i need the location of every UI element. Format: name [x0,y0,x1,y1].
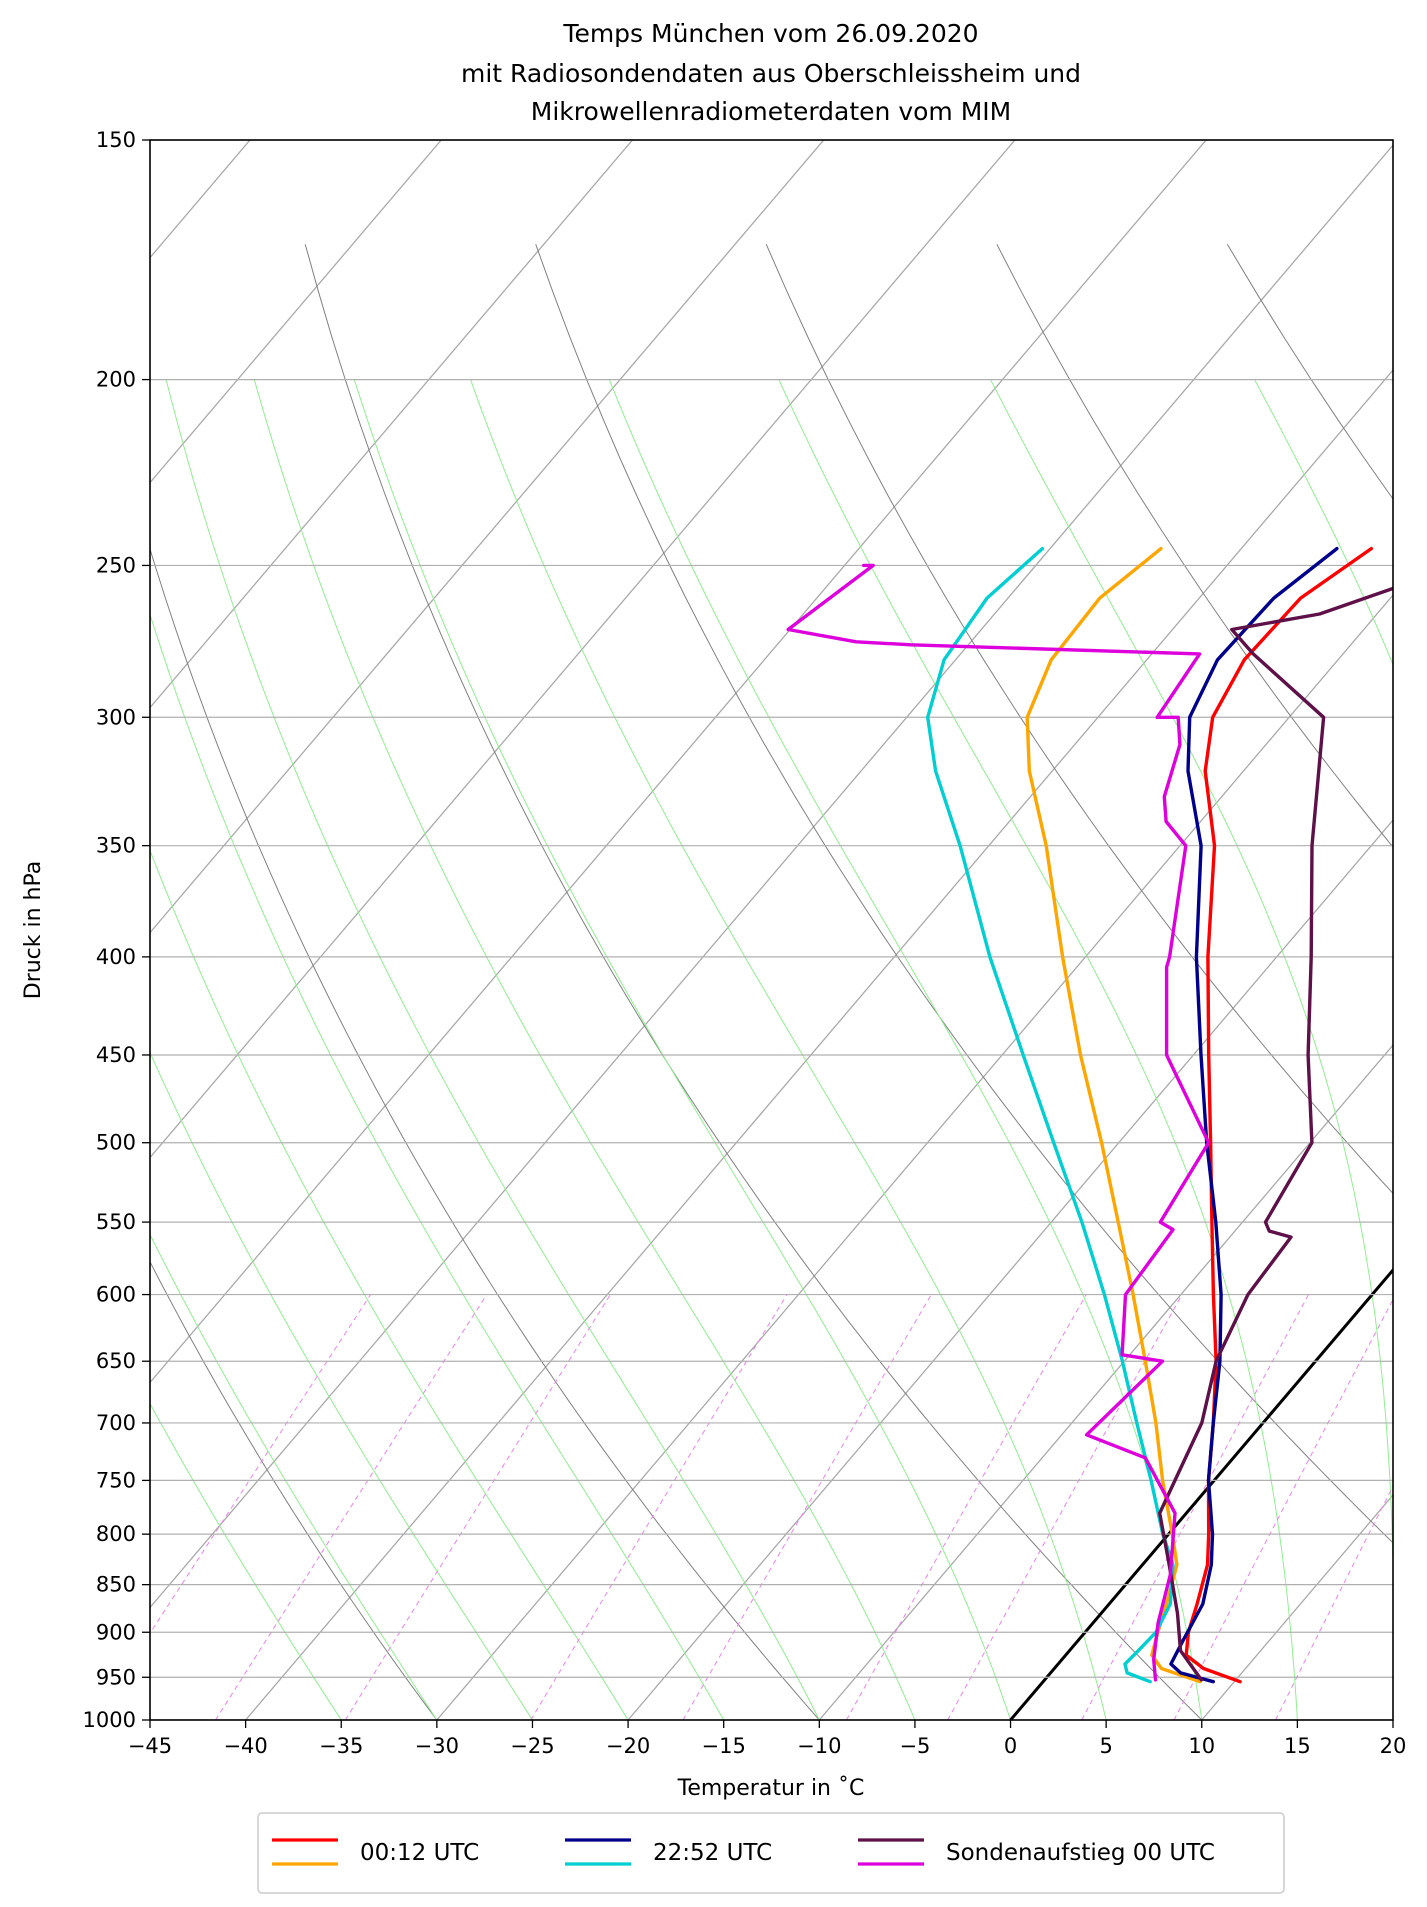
x-tick-label: −20 [606,1734,650,1758]
y-tick-label: 700 [96,1411,136,1435]
y-tick-label: 250 [96,553,136,577]
dry-adiabat-line [535,244,1393,1544]
moist-adiabat-line [165,379,820,1720]
y-tick-label: 650 [96,1349,136,1373]
isotherm-line [150,144,1393,1609]
isotherm-line [818,1044,1393,1720]
x-tick-label: −45 [128,1734,172,1758]
legend: 00:12 UTC 22:52 UTC Sondenaufstieg 00 UT… [257,1812,1285,1894]
moist-adiabat-line [1254,379,1393,667]
x-tick-label: −40 [223,1734,267,1758]
dry-adiabat-line [765,243,1393,1195]
y-tick-label: 350 [96,834,136,858]
mixing-ratio-line [682,1294,932,1720]
isotherm-line [436,594,1393,1720]
x-axis-label: Temperatur in ˚C [677,1776,865,1801]
x-tick-label: −35 [319,1734,363,1758]
moist-adiabat-line [150,1051,533,1720]
x-tick-label: −5 [899,1734,930,1758]
series-line-temperature [1169,546,1339,1684]
isotherm-line [150,140,1208,1384]
zero-isotherm-line [1009,1267,1393,1720]
legend-label-3: Sondenaufstieg 00 UTC [946,1840,1215,1866]
isotherm-line [150,140,634,709]
y-tick-label: 1000 [83,1708,136,1732]
isotherm-line [245,369,1393,1720]
isotherm-line [150,140,443,484]
dry-adiabat-line [150,547,820,1720]
y-axis-ticks: 150 200 250 300 350 400 450 500 550 600 650 700 750 8… [83,128,150,1732]
mixing-ratio-line [215,1294,488,1720]
title-line-2: mit Radiosondendaten aus Oberschleisshei… [461,59,1081,88]
moist-adiabat-line [353,379,1011,1720]
y-tick-label: 450 [96,1043,136,1067]
mixing-ratio-line [1081,1294,1309,1720]
mixing-ratio-line [150,1294,372,1635]
isotherm-line [150,140,251,259]
isotherm-line [0,0,346,1720]
x-tick-label: −25 [510,1734,554,1758]
x-axis-ticks: −45 −40 −35 −30 −25 −20 −15 −10 −5 0 5 10 15 20 [128,1720,1407,1758]
data-series [786,546,1393,1684]
y-tick-label: 400 [96,945,136,969]
moist-adiabat-line [778,379,1298,1720]
legend-label-1: 00:12 UTC [360,1840,479,1866]
moist-adiabat-line [608,379,1203,1720]
x-tick-label: 0 [1004,1734,1017,1758]
x-tick-label: 15 [1284,1734,1311,1758]
y-axis-label: Druck in hPa [21,861,46,1000]
series-line-temperature [1184,546,1373,1684]
y-tick-label: 150 [96,128,136,152]
mixing-ratio-line [344,1294,611,1720]
isotherm-line [627,819,1393,1720]
moist-adiabat-line [470,379,1107,1720]
moist-adiabat-line [990,379,1393,1720]
legend-box [257,1812,1285,1894]
pressure-gridlines [150,140,1393,1720]
x-tick-label: 20 [1380,1734,1407,1758]
x-tick-label: −10 [797,1734,841,1758]
mixing-ratio-line [530,1294,788,1720]
y-tick-label: 900 [96,1620,136,1644]
chart-title: Temps München vom 26.09.2020 mit Radioso… [461,19,1081,126]
y-tick-label: 750 [96,1468,136,1492]
x-tick-label: 10 [1188,1734,1215,1758]
title-line-3: Mikrowellenradiometerdaten vom MIM [531,97,1012,126]
legend-label-2: 22:52 UTC [653,1840,772,1866]
isotherm-line [150,140,1016,1159]
y-tick-label: 300 [96,705,136,729]
moist-adiabat-line [150,1233,438,1720]
mixing-ratio-line [845,1294,1087,1720]
series-line-temperature [1158,586,1393,1682]
y-tick-label: 500 [96,1131,136,1155]
isotherm-line [150,140,825,934]
series-line-dewpoint [926,546,1175,1684]
y-tick-label: 550 [96,1210,136,1234]
dry-adiabat-line [1226,243,1393,500]
x-tick-label: −15 [702,1734,746,1758]
x-tick-label: 5 [1099,1734,1112,1758]
dry-adiabat-line [150,1260,438,1720]
y-tick-label: 800 [96,1522,136,1546]
plot-frame [149,139,1394,1721]
dry-adiabat-line [996,243,1393,848]
isotherm-line [1392,1718,1393,1720]
dry-adiabat-line [304,244,1203,1720]
x-tick-label: −30 [415,1734,459,1758]
mixing-ratio-line [1395,1295,1427,1720]
mixing-ratio-line [1275,1485,1393,1720]
moist-adiabat-line [150,612,725,1720]
y-tick-label: 200 [96,368,136,392]
title-line-1: Temps München vom 26.09.2020 [562,19,978,48]
y-tick-label: 950 [96,1665,136,1689]
series-line-dewpoint [786,563,1211,1682]
moist-adiabat-line [150,1402,342,1720]
y-tick-label: 600 [96,1283,136,1307]
y-tick-label: 850 [96,1573,136,1597]
